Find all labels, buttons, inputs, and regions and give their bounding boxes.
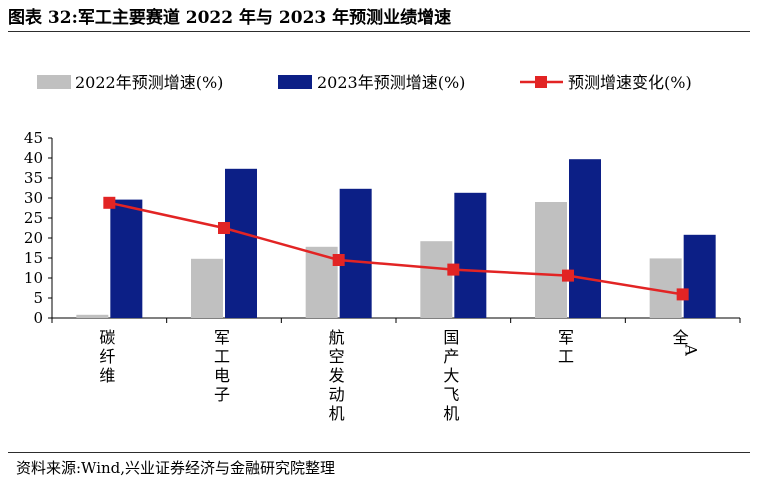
- figure-title: 图表 32:军工主要赛道 2022 年与 2023 年预测业绩增速: [8, 8, 452, 28]
- x-tick-char: 大: [443, 366, 459, 385]
- legend: 2022年预测增速(%) 2023年预测增速(%) 预测增速变化(%): [37, 73, 692, 92]
- bar-2023: [683, 234, 716, 318]
- change-point: [218, 222, 230, 234]
- x-tick-char: 工: [214, 347, 230, 366]
- bar-2022: [76, 314, 109, 318]
- source-note: 资料来源:Wind,兴业证券经济与金融研究院整理: [16, 459, 336, 477]
- x-tick-label: 碳纤维: [99, 328, 115, 385]
- legend-swatch-2023: [278, 75, 312, 89]
- bar-2023: [569, 159, 601, 318]
- y-tick-label: 15: [24, 249, 43, 267]
- y-tick-label: 40: [24, 149, 43, 167]
- x-tick-char: 军: [214, 328, 230, 347]
- x-tick-label: 军工: [558, 328, 574, 366]
- x-tick-char: 子: [214, 385, 230, 404]
- change-point: [332, 254, 345, 266]
- change-point: [562, 269, 574, 282]
- y-tick-label: 45: [24, 129, 43, 147]
- x-tick-char: 维: [99, 366, 115, 385]
- y-tick-label: 35: [24, 169, 43, 187]
- legend-marker: [535, 76, 547, 88]
- x-tick-char: 机: [329, 404, 345, 423]
- x-tick-char: 机: [443, 404, 459, 423]
- bar-2022: [420, 241, 453, 318]
- change-line-path: [109, 201, 683, 296]
- bar-2022: [191, 258, 223, 318]
- bar-2022: [649, 258, 682, 318]
- x-tick-char: 空: [329, 347, 345, 366]
- x-tick-char: A: [682, 343, 701, 356]
- x-tick-char: 电: [214, 366, 230, 385]
- legend-label-2022: 2022年预测增速(%): [75, 73, 223, 92]
- bars: [76, 159, 716, 318]
- bar-2023: [339, 188, 372, 318]
- top-rule: [8, 31, 750, 32]
- x-tick-char: 发: [329, 366, 345, 385]
- change-line: [103, 196, 689, 301]
- x-tick-label: 全A: [673, 328, 701, 356]
- x-tick-char: 飞: [443, 385, 459, 404]
- legend-label-change: 预测增速变化(%): [568, 73, 692, 92]
- x-tick-char: 动: [329, 385, 345, 404]
- x-tick-char: 军: [558, 328, 574, 347]
- chart: 2022年预测增速(%) 2023年预测增速(%) 预测增速变化(%) 0 5 10 15…: [24, 73, 741, 423]
- y-axis: 0 5 10 15 20 25 30 35 40 45: [24, 129, 53, 327]
- legend-swatch-2022: [37, 75, 71, 89]
- bottom-rule: [8, 452, 750, 453]
- x-tick-char: 全: [673, 328, 689, 347]
- y-tick-label: 20: [24, 229, 43, 247]
- change-point: [676, 288, 689, 301]
- change-point: [447, 263, 460, 276]
- legend-label-2023: 2023年预测增速(%): [317, 73, 465, 92]
- y-tick-label: 10: [24, 269, 43, 287]
- x-tick-char: 工: [558, 347, 574, 366]
- y-tick-label: 5: [33, 289, 43, 307]
- y-tick-label: 30: [24, 189, 43, 207]
- bar-2023: [454, 192, 487, 318]
- y-tick-label: 25: [24, 209, 43, 227]
- x-tick-char: 航: [329, 328, 345, 347]
- bar-2023: [225, 168, 257, 318]
- bar-2022: [535, 202, 567, 318]
- x-tick-char: 产: [443, 347, 459, 366]
- change-point: [103, 196, 116, 209]
- x-tick-char: 碳: [99, 328, 115, 347]
- y-tick-label: 0: [33, 309, 43, 327]
- bar-2023: [110, 199, 143, 318]
- x-tick-char: 纤: [99, 347, 115, 366]
- x-tick-char: 国: [443, 328, 459, 347]
